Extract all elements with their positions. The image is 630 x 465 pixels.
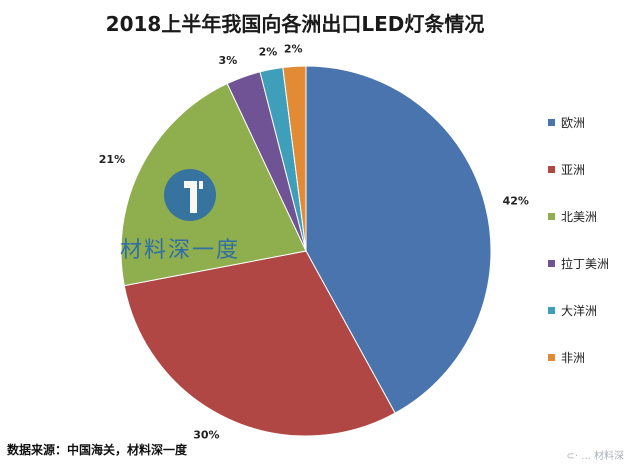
legend-label: 非洲 xyxy=(561,351,586,365)
pie-slice xyxy=(282,65,307,252)
legend-swatch xyxy=(548,260,555,267)
legend-label: 大洋洲 xyxy=(561,304,598,318)
legend-item: 欧洲 xyxy=(548,99,628,146)
legend-label: 欧洲 xyxy=(561,116,586,130)
legend-item: 亚洲 xyxy=(548,146,628,193)
source-note: 数据来源：中国海关，材料深一度 xyxy=(7,443,188,457)
pie-slice xyxy=(123,250,396,437)
chart-title: 2018上半年我国向各洲出口LED灯条情况 xyxy=(105,12,485,36)
legend-item: 拉丁美洲 xyxy=(548,240,628,287)
logo-icon xyxy=(164,169,216,221)
legend-swatch xyxy=(548,307,555,314)
legend-label: 亚洲 xyxy=(561,163,586,177)
legend-label: 拉丁美洲 xyxy=(561,257,610,271)
pie-slice xyxy=(305,65,492,414)
legend: 欧洲亚洲北美洲拉丁美洲大洋洲非洲 xyxy=(548,99,628,381)
data-label: 2% xyxy=(284,42,303,55)
legend-item: 非洲 xyxy=(548,334,628,381)
legend-item: 北美洲 xyxy=(548,193,628,240)
data-label: 30% xyxy=(193,429,219,442)
data-label: 42% xyxy=(503,195,529,208)
legend-swatch xyxy=(548,166,555,173)
legend-item: 大洋洲 xyxy=(548,287,628,334)
logo-text: 材料深一度 xyxy=(120,238,241,263)
data-label: 3% xyxy=(219,54,238,67)
legend-swatch xyxy=(548,119,555,126)
data-label: 2% xyxy=(259,46,278,59)
data-label: 21% xyxy=(99,153,125,166)
legend-swatch xyxy=(548,354,555,361)
legend-swatch xyxy=(548,213,555,220)
legend-label: 北美洲 xyxy=(561,210,598,224)
data-labels: 42% 30% 21% 3% 2% 2% xyxy=(99,42,529,441)
corner-watermark: ⊂· ... 材料深 xyxy=(566,451,624,462)
